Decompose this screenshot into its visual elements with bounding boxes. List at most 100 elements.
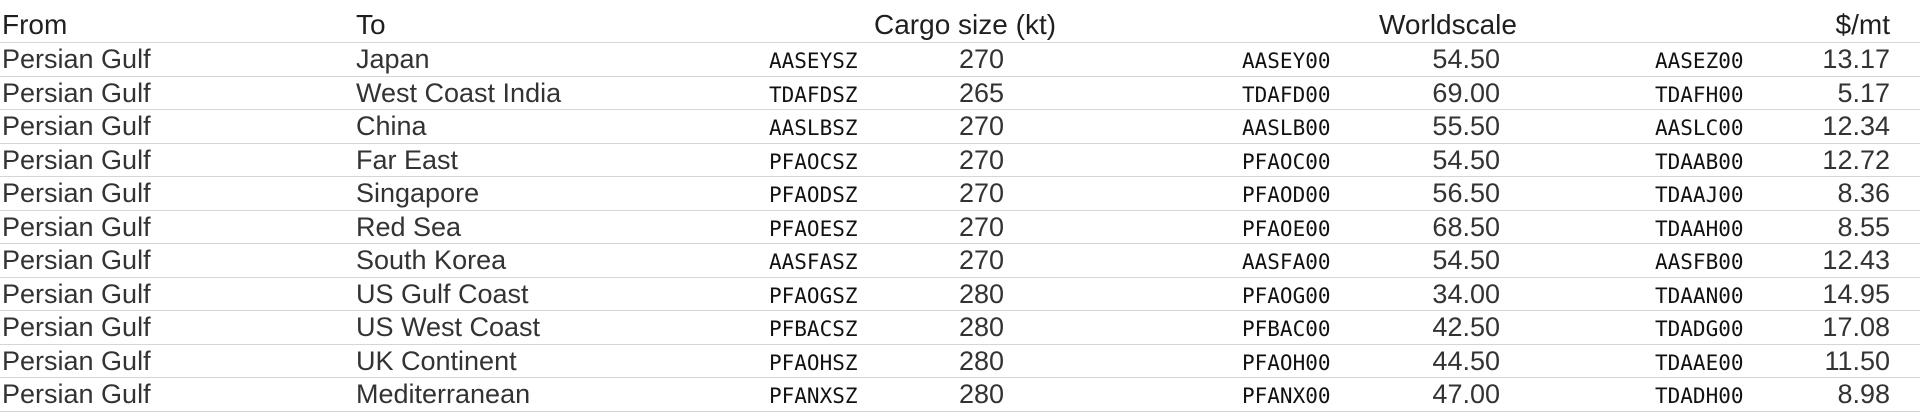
worldscale-value: 54.50 bbox=[1432, 44, 1500, 74]
dollars-per-mt-value: 13.17 bbox=[1822, 44, 1890, 74]
route-to: UK Continent bbox=[356, 345, 517, 376]
route-to: China bbox=[356, 111, 427, 141]
cargo-size-value: 270 bbox=[958, 111, 1004, 141]
table-row: Persian Gulf Japan AASEYSZ 270 AASEY00 54.50 A… bbox=[0, 43, 1920, 77]
dollars-per-mt-code: TDAAJ00 bbox=[1655, 183, 1744, 207]
table-row: Persian Gulf China AASLBSZ 270 AASLB00 55.50 A… bbox=[0, 110, 1920, 144]
route-to: US Gulf Coast bbox=[356, 278, 529, 309]
route-from: Persian Gulf bbox=[2, 44, 151, 74]
dollars-per-mt-code: TDAAB00 bbox=[1655, 149, 1744, 174]
cargo-size-value: 280 bbox=[958, 345, 1004, 376]
worldscale-value: 56.50 bbox=[1432, 178, 1500, 208]
cargo-size-code: PFANXSZ bbox=[769, 384, 858, 408]
cargo-size-code: TDAFDSZ bbox=[769, 82, 858, 107]
worldscale-value: 69.00 bbox=[1432, 77, 1500, 108]
worldscale-value: 54.50 bbox=[1432, 245, 1500, 275]
dollars-per-mt-code: TDAFH00 bbox=[1655, 82, 1744, 107]
dollars-per-mt-value: 11.50 bbox=[1824, 345, 1890, 376]
cargo-size-code: AASEYSZ bbox=[769, 49, 858, 73]
worldscale-code: PFANX00 bbox=[1242, 384, 1331, 408]
route-from: Persian Gulf bbox=[2, 144, 151, 175]
table-row: Persian Gulf US Gulf Coast PFAOGSZ 280 PFAOG… bbox=[0, 278, 1920, 311]
cargo-size-code: PFAOCSZ bbox=[769, 149, 858, 174]
dollars-per-mt-code: AASLC00 bbox=[1655, 116, 1744, 140]
header-dollars-per-mt: $/mt bbox=[1835, 9, 1890, 40]
cargo-size-code: PFAOGSZ bbox=[769, 283, 858, 308]
worldscale-value: 44.50 bbox=[1432, 345, 1500, 376]
cargo-size-value: 280 bbox=[958, 278, 1004, 309]
worldscale-code: AASEY00 bbox=[1242, 49, 1331, 73]
cargo-size-value: 270 bbox=[958, 178, 1004, 208]
table-row: Persian Gulf UK Continent PFAOHSZ 280 PFAOH0… bbox=[0, 345, 1920, 378]
dollars-per-mt-value: 12.43 bbox=[1822, 245, 1890, 275]
cargo-size-code: AASLBSZ bbox=[769, 116, 858, 140]
header-cargo-size: Cargo size (kt) bbox=[874, 9, 1057, 40]
dollars-per-mt-value: 12.72 bbox=[1822, 144, 1890, 175]
worldscale-code: PFAOG00 bbox=[1242, 283, 1331, 308]
route-to: US West Coast bbox=[356, 312, 541, 342]
cargo-size-code: PFAOESZ bbox=[769, 216, 858, 241]
route-to: Far East bbox=[356, 144, 459, 175]
cargo-size-code: PFAOHSZ bbox=[769, 350, 858, 375]
route-to: Japan bbox=[356, 44, 430, 74]
route-from: Persian Gulf bbox=[2, 345, 151, 376]
route-to: West Coast India bbox=[356, 77, 562, 108]
table-row: Persian Gulf West Coast India TDAFDSZ 265 TD… bbox=[0, 77, 1920, 110]
worldscale-value: 47.00 bbox=[1432, 379, 1500, 409]
worldscale-code: TDAFD00 bbox=[1242, 82, 1331, 107]
dollars-per-mt-code: TDADH00 bbox=[1655, 384, 1744, 408]
route-to: Mediterranean bbox=[356, 379, 531, 409]
header-to: To bbox=[356, 9, 386, 40]
table-row: Persian Gulf Mediterranean PFANXSZ 280 PFANX… bbox=[0, 378, 1920, 412]
dollars-per-mt-value: 17.08 bbox=[1822, 312, 1890, 342]
cargo-size-value: 270 bbox=[958, 245, 1004, 275]
worldscale-code: AASLB00 bbox=[1242, 116, 1331, 140]
cargo-size-value: 270 bbox=[958, 144, 1004, 175]
worldscale-code: PFAOE00 bbox=[1242, 216, 1331, 241]
cargo-size-value: 270 bbox=[958, 211, 1004, 242]
worldscale-code: PFAOC00 bbox=[1242, 149, 1331, 174]
dollars-per-mt-code: TDAAE00 bbox=[1655, 350, 1744, 375]
worldscale-code: PFAOH00 bbox=[1242, 350, 1331, 375]
table-row: Persian Gulf Red Sea PFAOESZ 270 PFAOE00 68.5… bbox=[0, 211, 1920, 244]
dollars-per-mt-code: TDADG00 bbox=[1655, 317, 1744, 341]
route-from: Persian Gulf bbox=[2, 211, 151, 242]
cargo-size-code: PFAODSZ bbox=[769, 183, 858, 207]
cargo-size-value: 270 bbox=[958, 44, 1004, 74]
route-from: Persian Gulf bbox=[2, 178, 151, 208]
worldscale-code: PFBAC00 bbox=[1242, 317, 1331, 341]
cargo-size-value: 265 bbox=[958, 77, 1004, 108]
dollars-per-mt-code: AASEZ00 bbox=[1655, 49, 1744, 73]
route-from: Persian Gulf bbox=[2, 379, 151, 409]
header-worldscale: Worldscale bbox=[1379, 9, 1517, 40]
worldscale-value: 68.50 bbox=[1432, 211, 1500, 242]
worldscale-code: PFAOD00 bbox=[1242, 183, 1331, 207]
table-row: Persian Gulf South Korea AASFASZ 270 AASFA00… bbox=[0, 244, 1920, 278]
dollars-per-mt-code: TDAAH00 bbox=[1655, 216, 1744, 241]
route-to: Red Sea bbox=[356, 211, 462, 242]
dollars-per-mt-value: 8.55 bbox=[1837, 211, 1890, 242]
cargo-size-value: 280 bbox=[958, 379, 1004, 409]
table-header: From To Cargo size (kt) Worldscale $/mt bbox=[0, 0, 1920, 43]
dollars-per-mt-value: 8.98 bbox=[1837, 379, 1890, 409]
worldscale-value: 55.50 bbox=[1432, 111, 1500, 141]
dollars-per-mt-value: 14.95 bbox=[1822, 278, 1890, 309]
route-from: Persian Gulf bbox=[2, 77, 151, 108]
worldscale-value: 34.00 bbox=[1432, 278, 1500, 309]
dollars-per-mt-code: TDAAN00 bbox=[1655, 283, 1744, 308]
route-from: Persian Gulf bbox=[2, 245, 151, 275]
route-to: Singapore bbox=[356, 178, 480, 208]
route-from: Persian Gulf bbox=[2, 312, 151, 342]
cargo-size-code: AASFASZ bbox=[769, 250, 858, 274]
route-to: South Korea bbox=[356, 245, 507, 275]
table-body: Persian Gulf Japan AASEYSZ 270 AASEY00 54.50 A… bbox=[0, 43, 1920, 412]
dollars-per-mt-code: AASFB00 bbox=[1655, 250, 1744, 274]
dollars-per-mt-value: 5.17 bbox=[1837, 77, 1890, 108]
worldscale-value: 42.50 bbox=[1432, 312, 1500, 342]
dollars-per-mt-value: 12.34 bbox=[1822, 111, 1890, 141]
route-from: Persian Gulf bbox=[2, 278, 151, 309]
header-from: From bbox=[2, 9, 68, 40]
worldscale-code: AASFA00 bbox=[1242, 250, 1331, 274]
cargo-size-code: PFBACSZ bbox=[769, 317, 858, 341]
